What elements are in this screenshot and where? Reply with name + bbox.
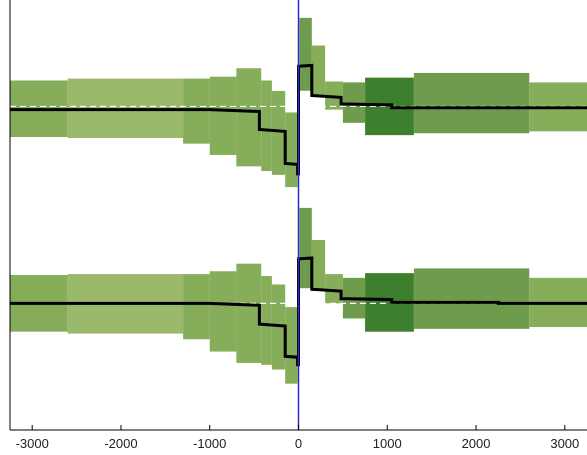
ci-band-1-8	[299, 207, 312, 289]
x-tick-label-5: 2000	[462, 436, 491, 451]
ci-band-1-4	[236, 263, 262, 363]
x-tick-label-6: 3000	[550, 436, 579, 451]
x-tick-label-3: 0	[295, 436, 302, 451]
ci-band-0-8	[299, 17, 312, 91]
x-tick-label-4: 1000	[373, 436, 402, 451]
ci-band-0-11	[342, 82, 366, 123]
ci-band-1-5	[261, 275, 272, 365]
ci-band-0-5	[261, 80, 272, 172]
ci-band-1-13	[413, 268, 530, 329]
ci-band-1-2	[183, 274, 210, 340]
ci-band-1-3	[209, 271, 237, 352]
ci-band-0-7	[285, 112, 298, 188]
ci-band-0-4	[236, 68, 262, 167]
x-tick-label-2: -1000	[193, 436, 226, 451]
x-axis: -3000 -2000 -1000 0 1000 2000 3000	[9, 0, 587, 451]
ci-band-0-13	[413, 72, 530, 134]
ci-band-1-7	[285, 307, 298, 384]
x-tick-label-1: -2000	[104, 436, 137, 451]
ci-band-1-9	[311, 240, 326, 292]
ci-band-0-3	[209, 76, 237, 155]
ci-band-0-2	[183, 78, 210, 144]
ci-band-0-9	[311, 45, 326, 97]
x-tick-label-0: -3000	[16, 436, 49, 451]
ci-band-1-10	[325, 274, 343, 304]
ci-band-0-6	[271, 90, 286, 175]
